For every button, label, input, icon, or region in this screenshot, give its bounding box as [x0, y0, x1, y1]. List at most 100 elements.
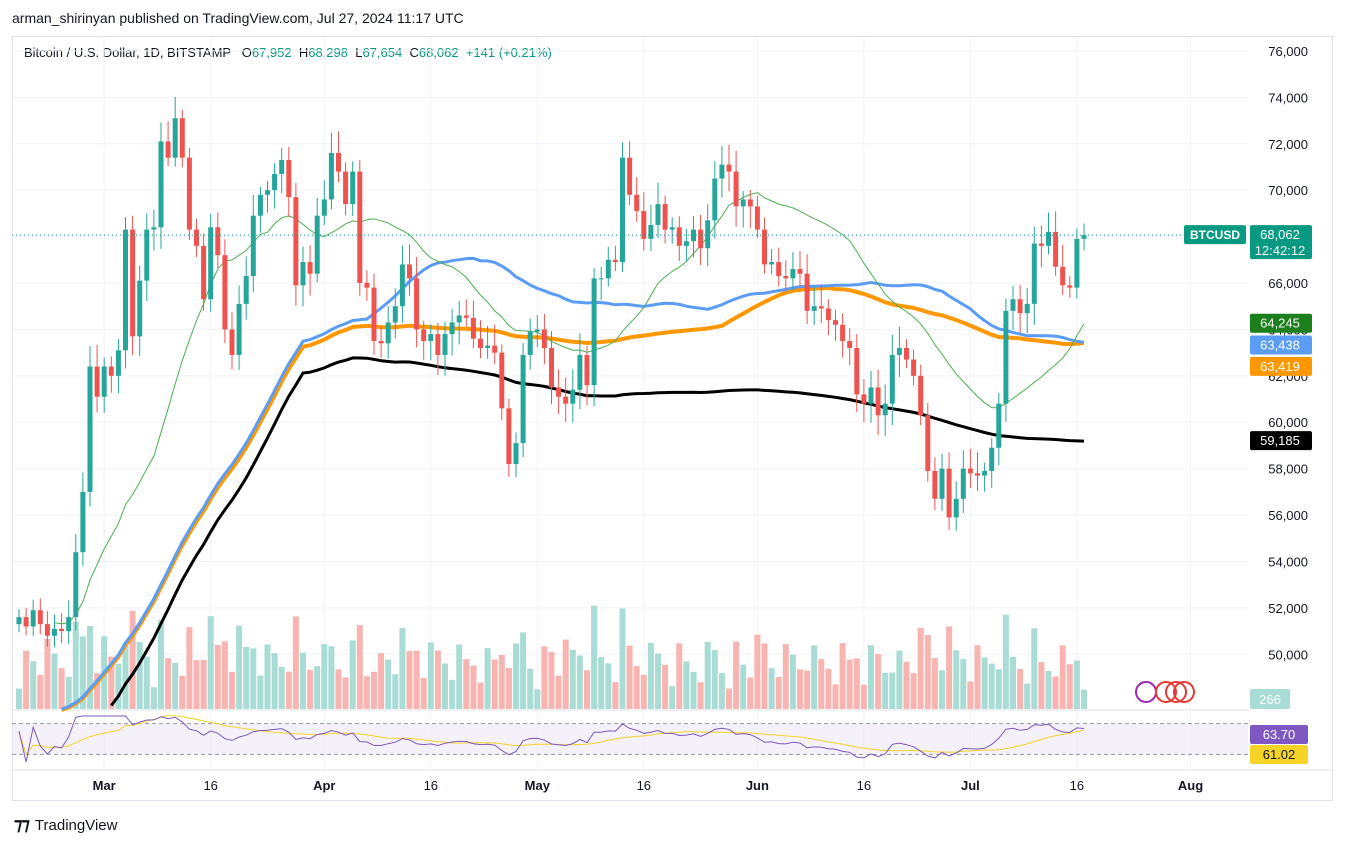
volume-bar — [967, 681, 974, 709]
candle-body — [655, 204, 661, 225]
symbol-label[interactable]: Bitcoin / U.S. Dollar, 1D, BITSTAMP — [24, 45, 231, 60]
candle-body — [1003, 310, 1009, 404]
footer-brand[interactable]: ⁊⁊ TradingView — [14, 815, 117, 835]
volume-bar — [534, 689, 541, 709]
candle-body — [165, 141, 171, 158]
volume-bar — [910, 673, 917, 709]
candle-body — [698, 229, 704, 249]
candle-body — [399, 264, 405, 307]
volume-bar — [51, 653, 58, 709]
rsi-line — [18, 715, 1085, 763]
volume-bar — [789, 654, 796, 709]
rsi-value: 63.70 — [1263, 727, 1296, 742]
volume-bar — [846, 659, 853, 709]
volume-bar — [243, 647, 250, 709]
volume-bar — [655, 653, 661, 709]
candle-body — [591, 278, 597, 386]
volume-bar — [292, 616, 299, 709]
candle-body — [307, 262, 313, 274]
candle-body — [506, 408, 512, 465]
candle-body — [662, 204, 668, 230]
volume-bar — [527, 668, 534, 709]
candle-body — [918, 375, 924, 416]
low-value: 67,654 — [362, 45, 403, 60]
volume-bar — [974, 645, 981, 709]
candle-body — [16, 617, 22, 625]
volume-bar — [1052, 676, 1059, 709]
volume-bar — [988, 663, 995, 709]
candle-body — [605, 259, 611, 279]
candle-body — [946, 468, 952, 518]
us-flag-event-icon-3 — [1173, 681, 1195, 703]
candle-body — [186, 157, 192, 230]
y-tick-label: 70,000 — [1268, 183, 1308, 198]
y-tick-label: 50,000 — [1268, 647, 1308, 662]
volume-bar — [875, 654, 882, 709]
candle-body — [144, 229, 150, 281]
candle-body — [513, 443, 519, 465]
change-value: +141 (+0.21%) — [465, 45, 552, 60]
candle-body — [428, 334, 434, 342]
x-tick-label: Apr — [313, 778, 335, 793]
candle-body — [130, 229, 136, 337]
candle-body — [201, 245, 207, 300]
candle-body — [896, 347, 902, 355]
volume-bar — [385, 659, 392, 709]
volume-bar — [278, 667, 285, 709]
volume-bar — [143, 656, 150, 709]
volume-bar — [186, 627, 193, 709]
volume-bar — [868, 645, 874, 709]
candle-body — [840, 324, 846, 342]
candle-body — [676, 227, 682, 246]
volume-bar — [633, 666, 640, 709]
candle-body — [250, 215, 256, 277]
candle-body — [172, 118, 178, 158]
open-key: O — [241, 45, 252, 60]
volume-bar — [108, 656, 115, 709]
candle-body — [137, 280, 143, 337]
candle-body — [108, 366, 114, 376]
volume-bar — [498, 655, 505, 709]
chart-frame — [12, 36, 1333, 801]
volume-bar — [576, 655, 583, 709]
candle-body — [485, 345, 491, 348]
volume-bar — [16, 688, 22, 709]
volume-bar — [953, 650, 960, 709]
candle-body — [861, 394, 867, 404]
volume-bar — [896, 650, 903, 709]
volume-bar — [931, 658, 938, 709]
candle-body — [1053, 231, 1059, 267]
candle-body — [527, 331, 533, 355]
symbol-tag: BTCUSD — [1190, 228, 1240, 242]
candle-body — [1074, 238, 1080, 288]
volume-bar — [392, 674, 399, 709]
candle-body — [158, 141, 164, 228]
volume-bar — [981, 657, 988, 709]
volume-bar — [761, 643, 768, 709]
price-label-box — [1250, 356, 1312, 376]
candle-body — [982, 470, 988, 476]
publish-header: arman_shirinyan published on TradingView… — [12, 10, 464, 26]
symbol-tag-box — [1184, 225, 1246, 245]
volume-bar — [94, 673, 101, 709]
candle-body — [549, 347, 554, 388]
candle-body — [179, 118, 185, 158]
volume-bar — [1045, 671, 1052, 709]
candle-body — [59, 628, 65, 632]
volume-bar — [811, 645, 818, 709]
volume-bar — [136, 642, 143, 709]
y-tick-label: 72,000 — [1268, 137, 1308, 152]
ma200-line — [110, 356, 1085, 707]
volume-bar — [1017, 669, 1024, 709]
volume-bar — [179, 675, 186, 709]
candle-body — [534, 329, 540, 332]
volume-bar — [1002, 614, 1009, 709]
volume-bar — [605, 663, 612, 709]
candle-body — [73, 552, 79, 618]
volume-bar — [172, 662, 179, 709]
volume-bar — [1031, 628, 1038, 709]
volume-bar — [662, 664, 669, 709]
volume-bar — [271, 653, 278, 709]
candle-body — [875, 387, 881, 416]
